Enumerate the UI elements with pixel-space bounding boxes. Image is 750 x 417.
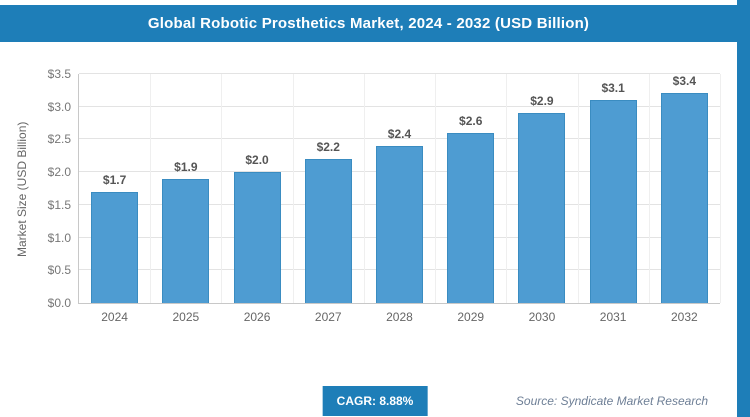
- bar-cell: $2.9: [506, 74, 577, 303]
- bar-value-label: $2.2: [316, 140, 340, 155]
- vertical-gridline: [577, 74, 579, 303]
- y-tick-label: $2.5: [47, 132, 71, 147]
- gridline: [79, 138, 720, 140]
- bar: [304, 159, 352, 303]
- bar-value-label: $3.1: [601, 81, 625, 96]
- x-tick-label: 2030: [528, 310, 556, 324]
- bar: [589, 100, 637, 303]
- y-tick-label: $2.0: [47, 165, 71, 180]
- bar-cell: $2.0: [221, 74, 292, 303]
- x-tick-label: 2032: [671, 310, 698, 324]
- vertical-gridline: [648, 74, 650, 303]
- chart-title: Global Robotic Prosthetics Market, 2024 …: [147, 15, 590, 32]
- cagr-badge: CAGR: 8.88%: [322, 386, 428, 416]
- y-tick-label: $0.5: [47, 263, 71, 278]
- chart: Market Size (USD Billion) $0.0 $0.5 $1.0 $1…: [12, 67, 721, 324]
- bar-value-label: $1.9: [174, 159, 198, 174]
- bar-cell: $2.6: [435, 74, 506, 303]
- bar: [447, 132, 495, 303]
- y-tick-label: $3.5: [47, 67, 71, 81]
- x-tick-label: 2025: [172, 310, 200, 324]
- bar: [91, 191, 139, 303]
- bar-cell: $1.7: [79, 74, 150, 303]
- right-accent-strip: [737, 0, 750, 417]
- vertical-gridline: [363, 74, 365, 303]
- bar: [233, 172, 281, 303]
- bar-value-label: $1.7: [102, 172, 127, 187]
- bar-value-label: $2.4: [387, 126, 412, 141]
- bar-cell: $2.4: [364, 74, 435, 303]
- vertical-gridline: [506, 74, 508, 303]
- x-tick-label: 2026: [243, 310, 271, 324]
- x-tick-label: 2024: [101, 310, 128, 324]
- source-credit: Source: Syndicate Market Research: [515, 394, 708, 408]
- y-axis-title: Market Size (USD Billion): [15, 121, 29, 257]
- x-tick-label: 2027: [314, 310, 342, 324]
- bars-row: $1.7 $1.9 $2.0 $2.2 $2.4 $2.6 $2.9 $3.1 $3.4: [79, 74, 720, 303]
- bar-value-label: $2.9: [530, 94, 554, 109]
- vertical-gridline: [221, 74, 223, 303]
- y-tick-label: $1.5: [47, 197, 71, 212]
- bar: [375, 145, 423, 303]
- plot-area: $0.0 $0.5 $1.0 $1.5 $2.0 $2.5 $3.0 $3.5 $1.7 $1.9…: [48, 67, 721, 324]
- bar-cell: $1.9: [150, 74, 221, 303]
- bar-value-label: $2.0: [245, 153, 269, 168]
- chart-title-bar: Global Robotic Prosthetics Market, 2024 …: [0, 5, 737, 42]
- x-axis-labels: 2024 2025 2026 2027 2028 2029 2030 2031 2032: [79, 310, 720, 324]
- bar-cell: $3.1: [578, 74, 649, 303]
- vertical-gridline: [292, 74, 294, 303]
- vertical-gridline: [435, 74, 437, 303]
- gridline: [79, 73, 720, 74]
- y-tick-label: $1.0: [47, 230, 71, 245]
- cagr-label: CAGR: 8.88%: [336, 394, 414, 408]
- y-tick-label: $0.0: [47, 296, 71, 310]
- x-tick-label: 2031: [599, 310, 627, 324]
- bar: [660, 93, 708, 303]
- bar: [162, 178, 210, 303]
- vertical-gridline: [720, 74, 721, 303]
- bar: [518, 113, 566, 303]
- x-tick-label: 2029: [457, 310, 485, 324]
- x-tick-label: 2028: [386, 310, 413, 324]
- bar-value-label: $3.4: [672, 74, 697, 88]
- gridline: [79, 105, 720, 107]
- bar-cell: $2.2: [293, 74, 364, 303]
- bar-value-label: $2.6: [459, 113, 483, 128]
- vertical-gridline: [150, 74, 152, 303]
- bar-cell: $3.4: [649, 74, 720, 303]
- y-tick-label: $3.0: [47, 99, 71, 114]
